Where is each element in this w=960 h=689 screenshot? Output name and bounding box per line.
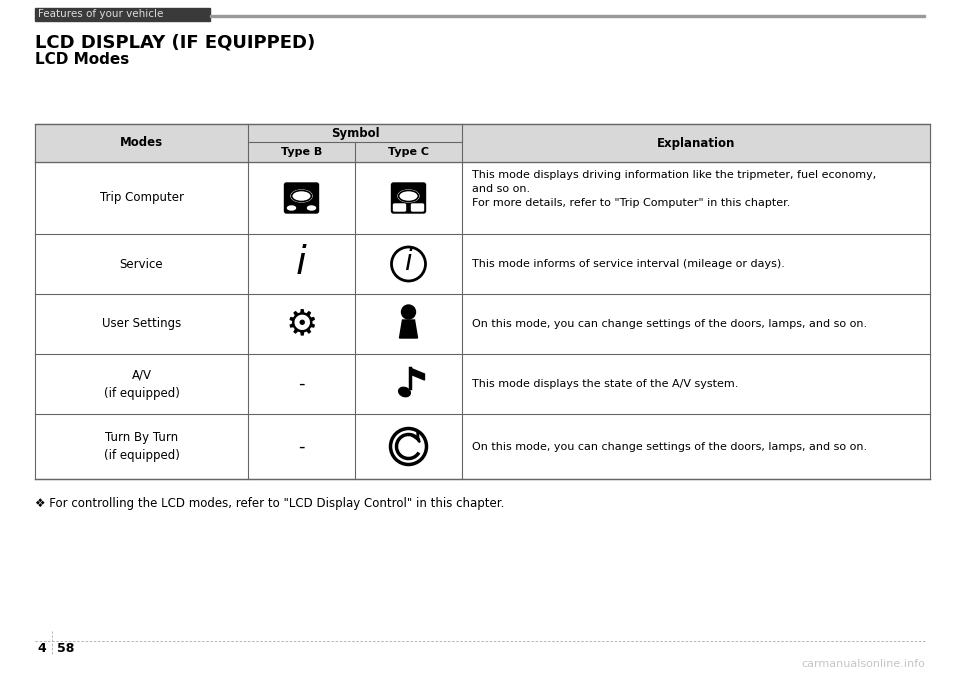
Text: A/V
(if equipped): A/V (if equipped) xyxy=(104,369,180,400)
Text: On this mode, you can change settings of the doors, lamps, and so on.: On this mode, you can change settings of… xyxy=(472,319,867,329)
Bar xyxy=(35,162,930,234)
FancyBboxPatch shape xyxy=(394,204,405,211)
Text: Trip Computer: Trip Computer xyxy=(100,192,183,205)
FancyBboxPatch shape xyxy=(284,183,319,213)
Text: LCD Modes: LCD Modes xyxy=(35,52,130,67)
Text: Turn By Turn
(if equipped): Turn By Turn (if equipped) xyxy=(104,431,180,462)
Text: ❖ For controlling the LCD modes, refer to "LCD Display Control" in this chapter.: ❖ For controlling the LCD modes, refer t… xyxy=(35,497,504,510)
Text: LCD DISPLAY (IF EQUIPPED): LCD DISPLAY (IF EQUIPPED) xyxy=(35,34,315,52)
Polygon shape xyxy=(399,320,418,338)
Bar xyxy=(35,414,930,479)
Text: ⚙: ⚙ xyxy=(285,307,318,341)
Bar xyxy=(35,8,210,21)
FancyBboxPatch shape xyxy=(412,204,423,211)
Ellipse shape xyxy=(398,190,419,202)
Text: -: - xyxy=(299,375,304,393)
Ellipse shape xyxy=(307,206,316,210)
Text: Type B: Type B xyxy=(281,147,323,157)
Bar xyxy=(35,124,930,162)
Text: This mode informs of service interval (mileage or days).: This mode informs of service interval (m… xyxy=(472,259,785,269)
Bar xyxy=(35,354,930,414)
FancyBboxPatch shape xyxy=(392,183,425,213)
Text: -: - xyxy=(299,438,304,455)
Text: Explanation: Explanation xyxy=(657,136,735,150)
Bar xyxy=(35,294,930,354)
Ellipse shape xyxy=(291,190,312,202)
Text: Modes: Modes xyxy=(120,136,163,150)
Text: carmanualsonline.info: carmanualsonline.info xyxy=(802,659,925,669)
Text: This mode displays the state of the A/V system.: This mode displays the state of the A/V … xyxy=(472,379,738,389)
Text: Symbol: Symbol xyxy=(330,127,379,139)
Text: User Settings: User Settings xyxy=(102,318,181,331)
Text: $\mathit{i}$: $\mathit{i}$ xyxy=(404,249,414,276)
Text: $\mathit{i}$: $\mathit{i}$ xyxy=(295,245,308,282)
Text: Type C: Type C xyxy=(388,147,429,157)
Bar xyxy=(210,15,925,17)
Ellipse shape xyxy=(398,387,410,397)
Text: Features of your vehicle: Features of your vehicle xyxy=(38,9,163,19)
Text: On this mode, you can change settings of the doors, lamps, and so on.: On this mode, you can change settings of… xyxy=(472,442,867,451)
Ellipse shape xyxy=(287,206,296,210)
Text: 58: 58 xyxy=(57,643,74,655)
Bar xyxy=(35,234,930,294)
Polygon shape xyxy=(410,368,424,380)
Text: This mode displays driving information like the tripmeter, fuel economy,
and so : This mode displays driving information l… xyxy=(472,170,876,208)
Circle shape xyxy=(401,305,416,319)
Text: 4: 4 xyxy=(37,643,46,655)
Text: Service: Service xyxy=(120,258,163,271)
